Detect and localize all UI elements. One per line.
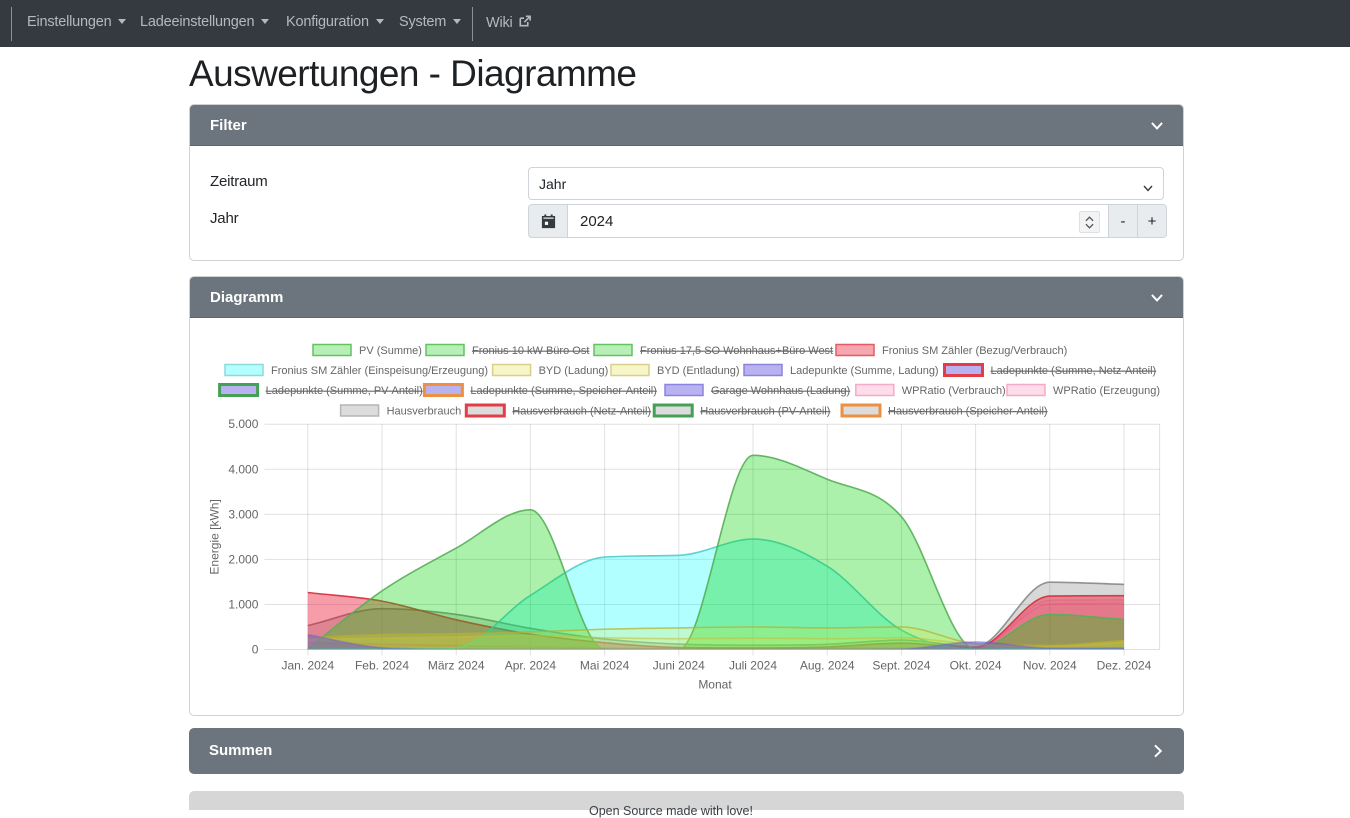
svg-text:Hausverbrauch (PV-Anteil): Hausverbrauch (PV-Anteil) xyxy=(700,406,830,418)
svg-text:Hausverbrauch (Speicher-Anteil: Hausverbrauch (Speicher-Anteil) xyxy=(888,406,1048,418)
svg-text:Hausverbrauch (Netz-Anteil): Hausverbrauch (Netz-Anteil) xyxy=(512,406,651,418)
svg-text:2.000: 2.000 xyxy=(228,552,258,566)
svg-text:Nov. 2024: Nov. 2024 xyxy=(1023,659,1077,673)
svg-text:Dez. 2024: Dez. 2024 xyxy=(1097,659,1152,673)
svg-text:0: 0 xyxy=(252,643,259,657)
svg-text:Okt. 2024: Okt. 2024 xyxy=(950,659,1002,673)
svg-text:1.000: 1.000 xyxy=(228,598,258,612)
svg-text:BYD (Entladung): BYD (Entladung) xyxy=(657,365,740,377)
svg-text:Fronius 17,5 SO Wohnhaus+Büro: Fronius 17,5 SO Wohnhaus+Büro West xyxy=(640,345,833,357)
svg-text:Aug. 2024: Aug. 2024 xyxy=(800,659,855,673)
svg-text:März 2024: März 2024 xyxy=(428,659,485,673)
svg-text:Monat: Monat xyxy=(698,678,732,692)
svg-text:Jan. 2024: Jan. 2024 xyxy=(281,659,334,673)
svg-text:Ladepunkte (Summe, Ladung): Ladepunkte (Summe, Ladung) xyxy=(790,365,939,377)
svg-text:Feb. 2024: Feb. 2024 xyxy=(355,659,409,673)
svg-text:WPRatio (Erzeugung): WPRatio (Erzeugung) xyxy=(1053,385,1160,397)
svg-text:Hausverbrauch: Hausverbrauch xyxy=(387,406,462,418)
svg-text:Garage Wohnhaus (Ladung): Garage Wohnhaus (Ladung) xyxy=(711,385,850,397)
svg-text:BYD (Ladung): BYD (Ladung) xyxy=(539,365,609,377)
svg-text:4.000: 4.000 xyxy=(228,462,258,476)
svg-text:Fronius SM Zähler (Bezug/Verbr: Fronius SM Zähler (Bezug/Verbrauch) xyxy=(882,345,1067,357)
svg-text:Ladepunkte (Summe, Netz-Anteil: Ladepunkte (Summe, Netz-Anteil) xyxy=(991,365,1157,377)
svg-text:Juli 2024: Juli 2024 xyxy=(729,659,777,673)
svg-text:Ladepunkte (Summe, PV-Anteil): Ladepunkte (Summe, PV-Anteil) xyxy=(266,385,423,397)
svg-text:3.000: 3.000 xyxy=(228,507,258,521)
svg-text:WPRatio (Verbrauch): WPRatio (Verbrauch) xyxy=(902,385,1006,397)
svg-text:Fronius SM Zähler (Einspeisung: Fronius SM Zähler (Einspeisung/Erzeugung… xyxy=(271,365,488,377)
svg-text:5.000: 5.000 xyxy=(228,417,258,431)
svg-text:Mai 2024: Mai 2024 xyxy=(580,659,630,673)
svg-text:Sept. 2024: Sept. 2024 xyxy=(872,659,930,673)
svg-text:Juni 2024: Juni 2024 xyxy=(653,659,705,673)
svg-text:PV (Summe): PV (Summe) xyxy=(359,345,422,357)
svg-text:Energie [kWh]: Energie [kWh] xyxy=(207,499,221,574)
svg-text:Apr. 2024: Apr. 2024 xyxy=(505,659,557,673)
svg-text:Ladepunkte (Summe, Speicher-An: Ladepunkte (Summe, Speicher-Anteil) xyxy=(470,385,656,397)
svg-text:Fronius 10 kW Büro Ost: Fronius 10 kW Büro Ost xyxy=(472,345,589,357)
